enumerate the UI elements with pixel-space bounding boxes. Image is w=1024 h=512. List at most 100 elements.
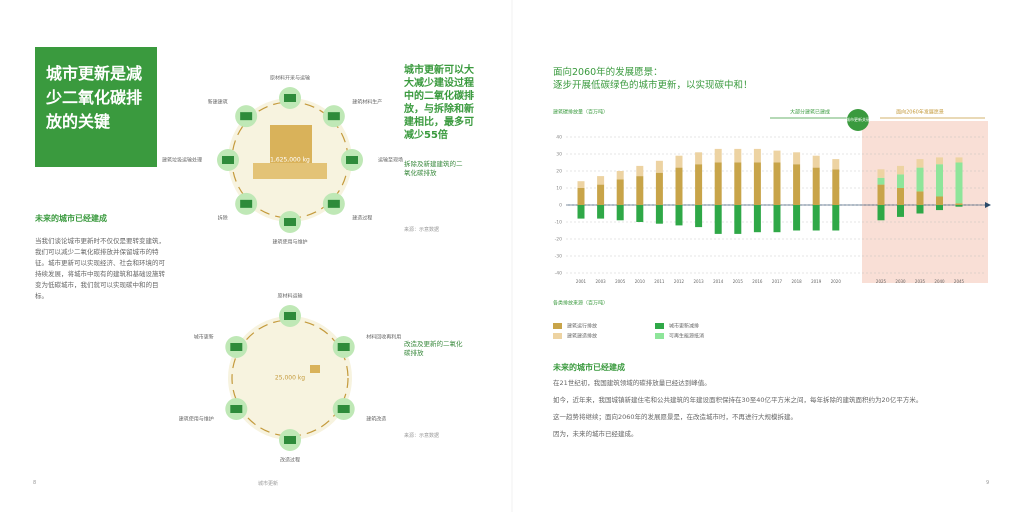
- footer: 城市更新: [258, 481, 279, 487]
- bar: [877, 169, 885, 178]
- bar: [734, 148, 742, 163]
- legend-title: 各类排放来源（百万吨）: [553, 300, 608, 307]
- bar: [655, 205, 663, 224]
- bar: [936, 164, 943, 197]
- section-heading: 未来的城市已经建成: [553, 363, 625, 372]
- paragraphs: 在21世纪初，我国建筑领域的碳排放量已经达到峰值。 如今，近年来，我国城镇新建住宅…: [553, 378, 973, 446]
- paragraph: 这一趋势将继续；面向2060年的发展愿景是，在改造城市时，不再进行大规模拆建。: [553, 413, 798, 421]
- bar: [636, 165, 644, 177]
- paragraph: 因为，未来的城市已经建成。: [553, 430, 638, 438]
- icon-glyph: [327, 199, 340, 208]
- annotation: 大部分建筑已建成: [790, 109, 830, 116]
- y-tick-label: 40: [556, 135, 562, 141]
- x-tick-label: 2013: [694, 279, 705, 284]
- x-tick-label: 2030: [895, 279, 906, 284]
- bar: [734, 162, 742, 205]
- bar: [597, 176, 605, 185]
- cycle-label: 新建建筑: [208, 99, 228, 106]
- center-value: 25,000 kg: [275, 375, 305, 382]
- bar: [753, 205, 761, 233]
- bar: [916, 205, 924, 214]
- axis-arrow: [985, 202, 991, 208]
- x-tick-label: 2035: [915, 279, 926, 284]
- legend-swatch: [655, 323, 664, 329]
- bar: [655, 172, 663, 205]
- bar: [812, 167, 820, 205]
- bar: [714, 205, 722, 234]
- annotation-badge: [847, 109, 869, 131]
- legend-label: 建筑建造排放: [567, 333, 597, 340]
- cycle-label: 原材料开采与运输: [270, 75, 310, 82]
- bar: [636, 205, 644, 222]
- y-tick-label: 30: [556, 152, 562, 158]
- bar: [753, 148, 761, 163]
- bar: [897, 205, 904, 217]
- bar: [655, 160, 663, 173]
- x-tick-label: 2010: [635, 279, 646, 284]
- x-tick-label: 2012: [674, 279, 685, 284]
- bar: [832, 169, 840, 205]
- cycle-label: 建筑使用与维护: [179, 416, 214, 423]
- cycle-background: [228, 316, 352, 440]
- y-axis-title: 建筑碳排放量（百万吨）: [553, 109, 608, 116]
- title-box: [35, 47, 157, 167]
- bar: [675, 205, 683, 226]
- legend-swatch: [655, 333, 664, 339]
- source: 来源：示意数据: [404, 227, 440, 233]
- bar: [577, 181, 585, 188]
- bar: [877, 184, 885, 205]
- cycle-label: 建筑材料生产: [352, 99, 382, 106]
- center-value: 1,625,000 kg: [270, 157, 310, 164]
- bar: [916, 191, 924, 205]
- bar: [616, 205, 624, 221]
- y-tick-label: 10: [556, 186, 562, 192]
- materials-pile: [253, 163, 327, 179]
- icon-glyph: [222, 156, 234, 164]
- x-tick-label: 2014: [713, 279, 724, 284]
- bar: [773, 205, 781, 233]
- cycle-label: 材料回收再利用: [366, 334, 401, 341]
- x-tick-label: 2019: [811, 279, 822, 284]
- highlight: 城市更新可以大大减少建设过程中的二氧化碳排放，与拆除和新建相比，最多可减少55倍: [404, 65, 474, 141]
- cycle-label: 拆除: [218, 214, 228, 221]
- bar: [897, 188, 904, 205]
- icon-glyph: [230, 343, 243, 351]
- icon-glyph: [337, 405, 350, 413]
- cycle-label: 改造过程: [280, 457, 300, 464]
- bar: [695, 205, 703, 228]
- icon-glyph: [284, 436, 296, 444]
- x-tick-label: 2001: [576, 279, 587, 284]
- x-tick-label: 2025: [876, 279, 887, 284]
- bar: [597, 184, 605, 205]
- bar: [897, 174, 904, 188]
- x-tick-label: 2011: [654, 279, 665, 284]
- bar: [675, 155, 683, 168]
- legend-swatch: [553, 323, 562, 329]
- paragraph: 如今，近年来，我国城镇新建住宅和公共建筑的年建设面积保持在30至40亿平方米之间…: [553, 396, 923, 404]
- bar: [616, 179, 624, 205]
- bar: [695, 164, 703, 205]
- x-tick-label: 2018: [792, 279, 803, 284]
- bar: [793, 205, 801, 231]
- y-tick-label: 20: [556, 169, 562, 175]
- y-tick-label: -30: [555, 254, 562, 260]
- title: 城市更新是减少二氧化碳排放的关键: [46, 64, 143, 131]
- bar: [753, 162, 761, 205]
- cycle-label: 原材料运输: [277, 293, 302, 300]
- bar: [793, 152, 801, 165]
- materials-pile: [270, 125, 312, 163]
- x-tick-label: 2045: [954, 279, 965, 284]
- bar: [577, 205, 585, 219]
- caption: 拆除及新建建筑的二氧化碳排放: [404, 160, 463, 177]
- legend-label: 城市更新减排: [669, 323, 699, 330]
- icon-glyph: [346, 156, 358, 164]
- y-tick-label: -40: [555, 271, 562, 277]
- bar: [955, 157, 963, 163]
- chart-title: 面向2060年的发展愿景： 逐步开展低碳绿色的城市更新，以实现碳中和！: [553, 66, 753, 92]
- x-tick-label: 2040: [934, 279, 945, 284]
- legend-swatch: [553, 333, 562, 339]
- bar: [616, 171, 624, 180]
- bar: [877, 177, 885, 185]
- bar: [936, 205, 943, 211]
